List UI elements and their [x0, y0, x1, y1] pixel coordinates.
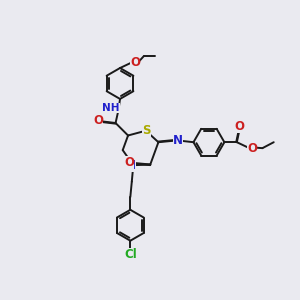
Text: O: O [130, 56, 140, 69]
Text: NH: NH [102, 103, 120, 113]
Text: Cl: Cl [124, 248, 137, 261]
Text: S: S [142, 124, 151, 136]
Text: O: O [235, 120, 244, 133]
Text: O: O [247, 142, 257, 155]
Text: N: N [126, 159, 136, 172]
Text: O: O [93, 114, 103, 128]
Text: O: O [124, 156, 134, 169]
Text: N: N [173, 134, 183, 147]
